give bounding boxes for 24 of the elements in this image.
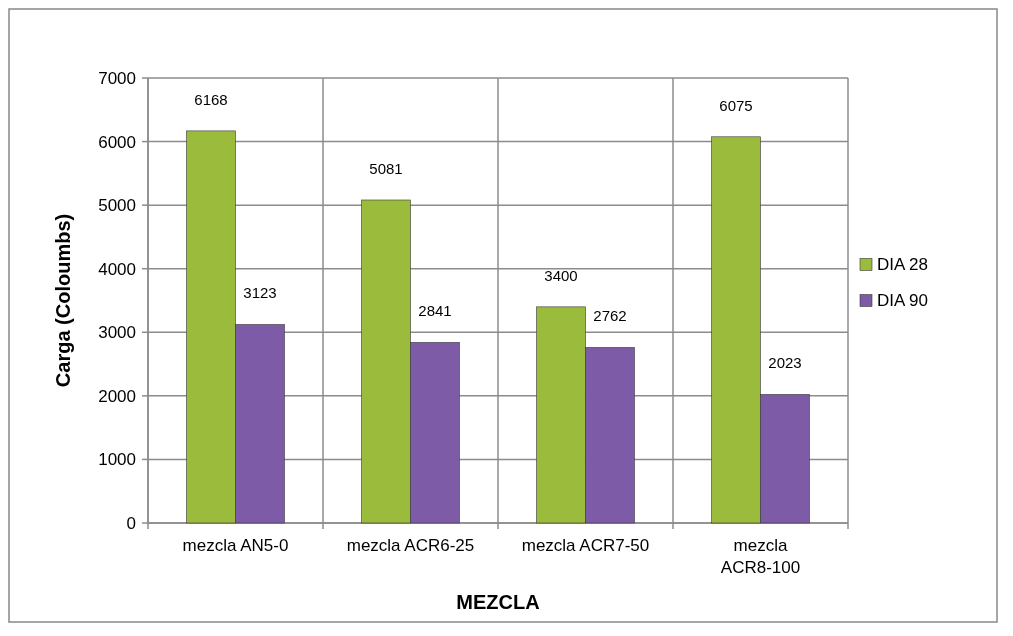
legend-label: DIA 28 bbox=[877, 255, 929, 275]
data-label: 2762 bbox=[593, 307, 627, 325]
data-label: 6075 bbox=[719, 96, 753, 114]
x-tick-label: mezcla AN5-0 bbox=[182, 536, 289, 555]
data-label: 2023 bbox=[768, 354, 802, 372]
y-tick-label: 7000 bbox=[98, 68, 136, 88]
y-tick-label: 3000 bbox=[98, 323, 136, 343]
data-label: 3400 bbox=[544, 266, 578, 284]
legend-label: DIA 90 bbox=[877, 291, 929, 311]
y-axis-title: Carga (Coloumbs) bbox=[52, 213, 74, 388]
data-label: 2841 bbox=[418, 302, 452, 320]
x-axis-title: MEZCLA bbox=[456, 591, 540, 613]
x-tick-label: mezcla ACR8-100 bbox=[720, 536, 801, 577]
y-tick-label: 6000 bbox=[98, 132, 136, 152]
y-tick-label: 2000 bbox=[98, 386, 136, 406]
x-tick-label: mezcla ACR6-25 bbox=[346, 536, 475, 555]
data-label: 6168 bbox=[194, 90, 228, 108]
y-tick-label: 5000 bbox=[98, 196, 136, 216]
data-label: 3123 bbox=[243, 284, 277, 302]
y-tick-label: 0 bbox=[126, 513, 136, 533]
y-tick-label: 4000 bbox=[98, 259, 136, 279]
y-tick-label: 1000 bbox=[98, 450, 136, 470]
x-tick-label: mezcla ACR7-50 bbox=[521, 536, 650, 555]
data-label: 5081 bbox=[369, 159, 403, 177]
